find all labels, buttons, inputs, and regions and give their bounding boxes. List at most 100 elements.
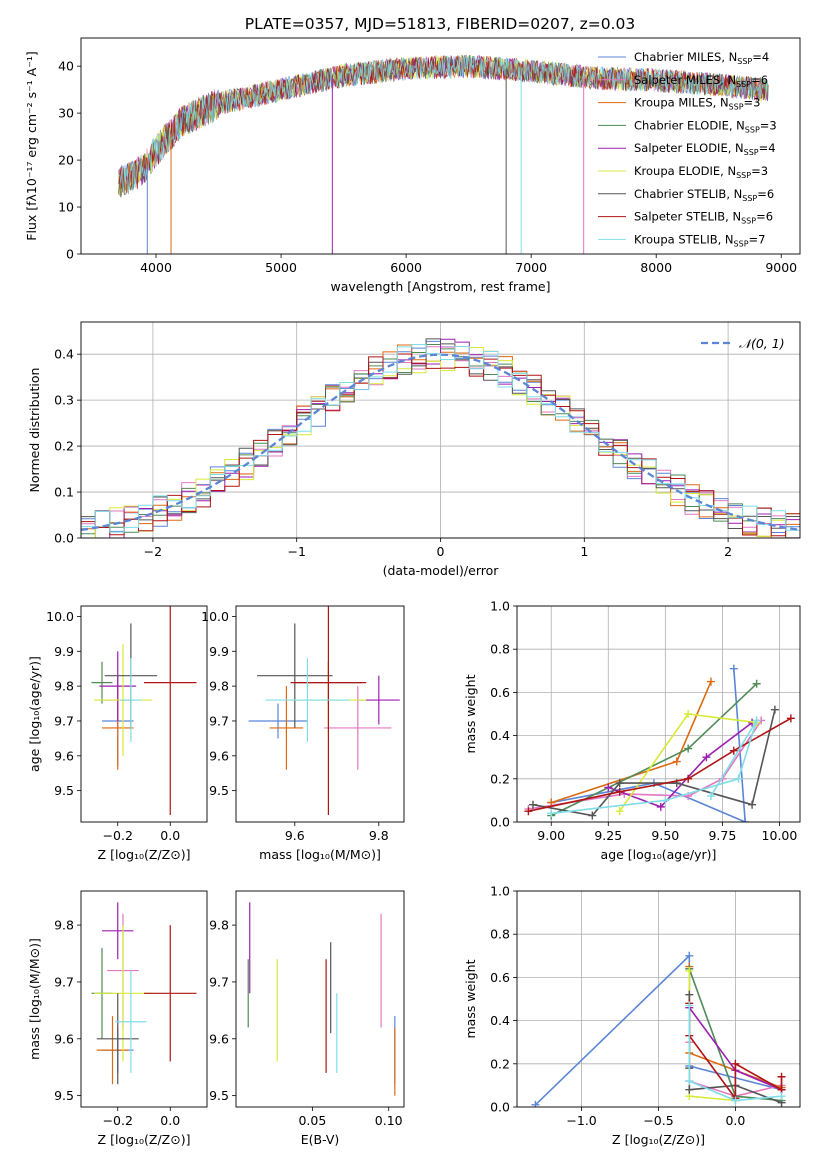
y-tick-label: 9.6 [54,1031,74,1046]
axes-frame [80,37,801,255]
y-tick-label: 9.5 [54,783,74,798]
y-tick-label: 0.0 [490,1100,510,1115]
weight-marker-ks [734,774,743,783]
x-axis-label: mass [log₁₀(M/M⊙)] [259,847,381,862]
weight-line-se [608,721,753,808]
weight-marker-ks [685,1001,694,1010]
weight-line-cm [551,668,747,822]
y-axis-label: Flux [fλ10⁻¹⁷ erg cm⁻² s⁻¹ A⁻¹] [24,51,39,240]
x-tick-label: −0.2 [103,828,133,843]
weight-marker-ks [547,809,556,818]
weight-marker-ks [661,796,670,805]
weight-marker-ss [786,714,795,723]
weight-marker-ks [685,1077,694,1086]
weight-marker-km [547,798,556,807]
weight-marker-ss [684,774,693,783]
x-tick-label: 0.0 [160,828,180,843]
x-tick-label: 9.6 [285,828,305,843]
x-tick-label: 6000 [390,260,422,275]
y-tick-label: 0.4 [54,347,74,362]
y-tick-label: 9.6 [54,748,74,763]
x-tick-label: 0 [437,544,445,559]
weight-marker-cs [685,990,694,999]
y-tick-label: 10.0 [46,609,74,624]
x-tick-label: 0.0 [160,1113,180,1128]
weight-marker-cs [748,800,757,809]
weight-marker-ce [752,679,761,688]
plot-area [91,902,197,1085]
weight-marker-se [604,783,613,792]
plot-area [81,338,800,538]
legend-label-cm: Chabrier MILES, NSSP=4 [634,50,769,66]
axes-residuals: −2 −1 0 1 2 0.0 0.1 0.2 0.3 0.4 (data-model)/error… [27,321,801,578]
y-tick-label: 9.8 [209,679,229,694]
x-tick-label: 0.10 [375,1113,403,1128]
weight-marker-cm [741,818,750,822]
y-tick-label: 9.7 [209,713,229,728]
x-tick-label: 9.75 [708,828,736,843]
legend-label-ss: Salpeter STELIB, NSSP=6 [634,210,773,226]
weight-marker-cs [770,705,779,714]
axes-frame [80,321,801,539]
weight-marker-cs [528,800,537,809]
legend-label-sm: Salpeter MILES, NSSP=6 [634,73,768,89]
weight-marker-cm [729,664,738,673]
weight-marker-cs [685,1085,694,1094]
x-tick-label: 9.25 [594,828,622,843]
y-tick-label: 9.8 [54,679,74,694]
weight-marker-ss [615,787,624,796]
x-tick-label: −1.0 [566,1113,596,1128]
legend-label-ke: Kroupa ELODIE, NSSP=3 [634,164,768,180]
legend-label-normal: 𝒩(0, 1) [739,336,785,351]
y-tick-label: 9.5 [209,1088,229,1103]
x-tick-label: 2 [724,544,732,559]
x-tick-label: 5000 [265,260,297,275]
x-axis-label: Z [log₁₀(Z/Z⊙)] [98,1132,191,1147]
weight-line-cs [532,709,776,817]
weight-marker-cm [531,1100,540,1107]
y-tick-label: 9.8 [209,918,229,933]
weight-marker-ke [615,807,624,816]
y-tick-label: 9.7 [209,974,229,989]
y-axis-label: mass weight [463,674,478,753]
weight-marker-ss [729,746,738,755]
weight-line-ks [688,1005,782,1102]
axes-weight_vs_Z: −1.0 −0.5 0.0 0.0 0.2 0.4 0.6 0.8 1.0 Z [log₁₀(Z/… [463,884,801,1147]
normal-curve [81,353,800,532]
plot-area [524,664,795,822]
figure-title: PLATE=0357, MJD=51813, FIBERID=0207, z=0… [245,15,635,33]
axes-weight_vs_age: 9.00 9.25 9.50 9.75 10.00 0.0 0.2 0.4 0.6 0.8 1.0 a… [463,599,801,862]
weight-marker-km [672,757,681,766]
x-axis-label: E(B-V) [301,1132,340,1147]
y-tick-label: 30 [58,106,74,121]
y-tick-label: 9.8 [54,918,74,933]
weight-line-ce [550,683,758,817]
y-tick-label: 9.6 [209,1031,229,1046]
y-tick-label: 0.2 [490,771,510,786]
y-axis-label: mass [log₁₀(M/M⊙)] [27,938,42,1060]
axes-frame [516,605,801,823]
y-tick-label: 9.6 [209,748,229,763]
x-tick-label: 9.50 [651,828,679,843]
axes-frame [516,890,801,1108]
x-tick-label: 8000 [640,260,672,275]
y-tick-label: 0.8 [490,927,510,942]
plot-area [118,54,769,254]
x-tick-label: −1 [287,544,305,559]
y-tick-label: 9.5 [54,1088,74,1103]
x-tick-label: 9.00 [537,828,565,843]
weight-line-sm [528,720,762,810]
weight-marker-ks [731,1096,740,1105]
weight-line-km [550,681,712,804]
weight-marker-cs [615,779,624,788]
x-axis-label: wavelength [Angstrom, rest frame] [330,279,550,294]
y-tick-label: 0.4 [490,1013,510,1028]
histogram-ks [81,344,800,538]
x-tick-label: 7000 [515,260,547,275]
y-tick-label: 0.0 [54,531,74,546]
y-tick-label: 0.8 [490,642,510,657]
axes-frame [80,605,208,823]
weight-marker-km [706,677,715,686]
axes-spectrum: 4000 5000 6000 7000 8000 9000 0 10 20 30 40 wavelen… [24,37,801,294]
